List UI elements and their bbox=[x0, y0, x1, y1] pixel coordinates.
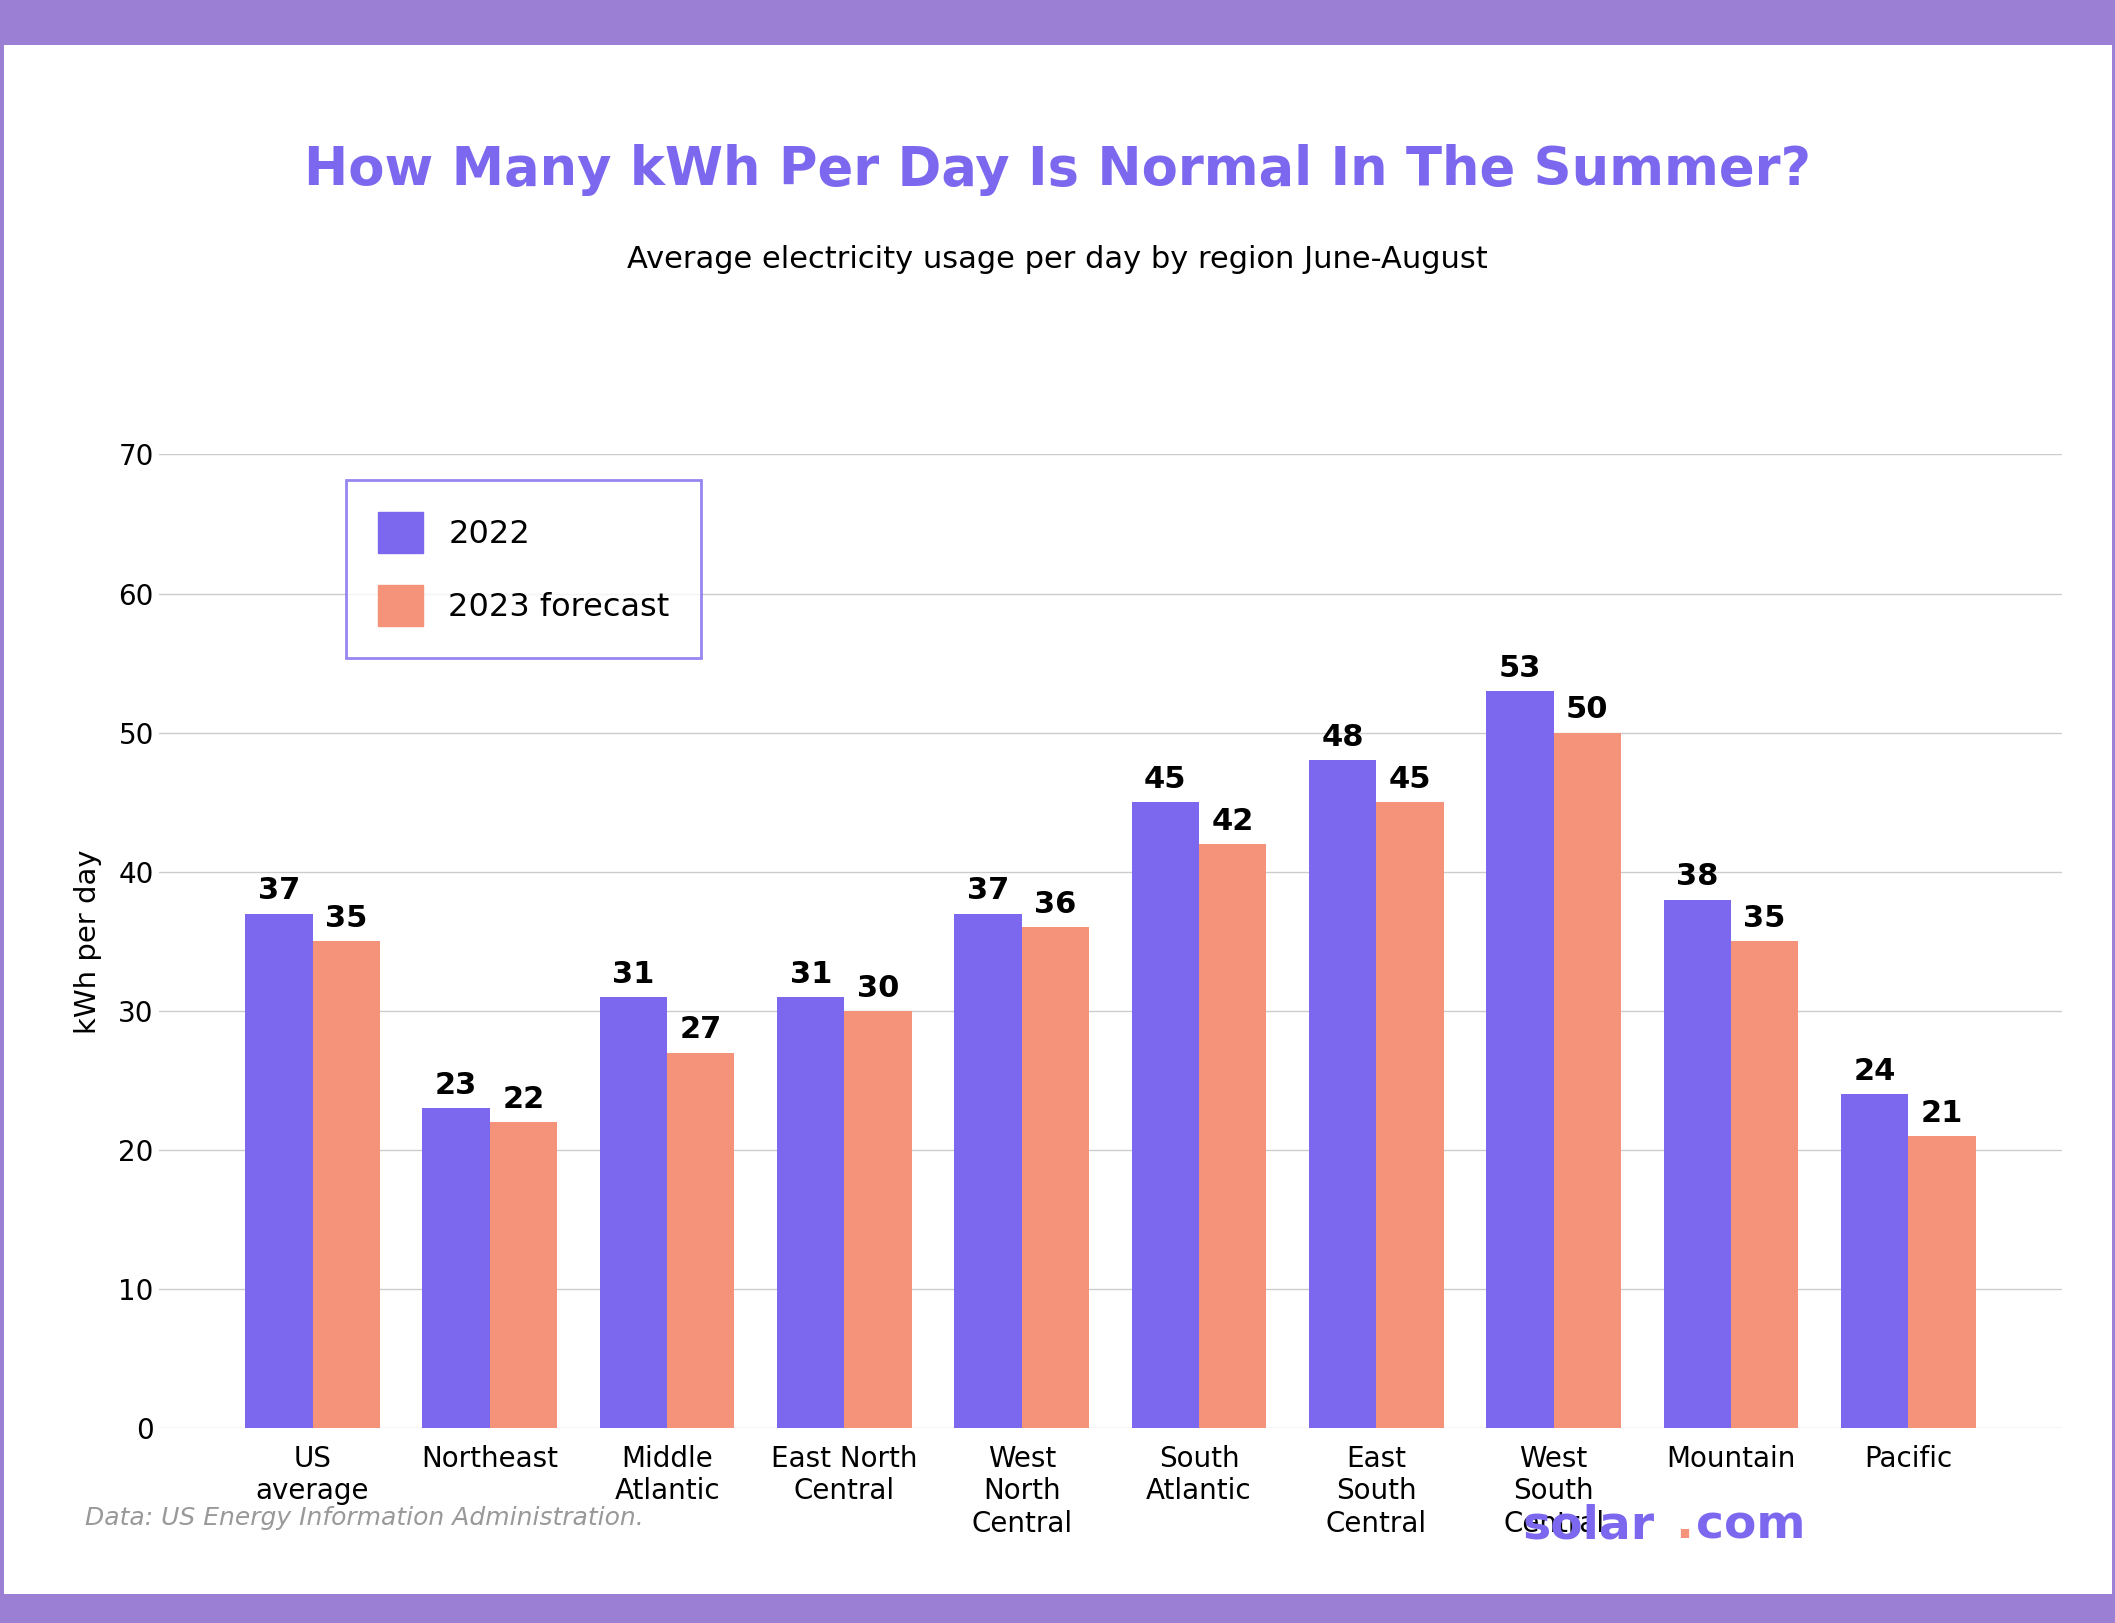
Bar bbox=[1377, 802, 1445, 1428]
Text: 30: 30 bbox=[857, 974, 899, 1003]
Bar bbox=[1022, 927, 1089, 1428]
Bar bbox=[313, 941, 381, 1428]
Text: .: . bbox=[1675, 1503, 1694, 1548]
Text: 21: 21 bbox=[1920, 1099, 1963, 1128]
Bar bbox=[1555, 732, 1620, 1428]
Bar bbox=[423, 1109, 491, 1428]
Bar bbox=[1840, 1094, 1908, 1428]
Text: 45: 45 bbox=[1144, 764, 1187, 794]
Text: 31: 31 bbox=[789, 959, 831, 988]
Bar bbox=[1665, 899, 1730, 1428]
Text: 22: 22 bbox=[503, 1084, 546, 1113]
Bar bbox=[954, 914, 1022, 1428]
Text: 23: 23 bbox=[436, 1071, 478, 1100]
Text: 27: 27 bbox=[679, 1016, 721, 1044]
Text: How Many kWh Per Day Is Normal In The Summer?: How Many kWh Per Day Is Normal In The Su… bbox=[305, 144, 1810, 196]
Bar bbox=[601, 997, 666, 1428]
Text: 31: 31 bbox=[611, 959, 656, 988]
Text: solar: solar bbox=[1523, 1503, 1654, 1548]
Text: 35: 35 bbox=[326, 904, 368, 933]
Bar bbox=[491, 1121, 556, 1428]
Bar bbox=[1487, 691, 1555, 1428]
Bar bbox=[844, 1011, 912, 1428]
Text: Average electricity usage per day by region June-August: Average electricity usage per day by reg… bbox=[628, 245, 1487, 274]
Text: 38: 38 bbox=[1675, 862, 1717, 891]
Text: 50: 50 bbox=[1565, 695, 1610, 724]
Bar bbox=[666, 1053, 734, 1428]
Text: 37: 37 bbox=[967, 876, 1009, 906]
Text: 42: 42 bbox=[1212, 807, 1254, 836]
Text: 24: 24 bbox=[1853, 1057, 1895, 1086]
Text: 45: 45 bbox=[1390, 764, 1432, 794]
Text: 37: 37 bbox=[258, 876, 300, 906]
Bar bbox=[1199, 844, 1267, 1428]
Bar bbox=[776, 997, 844, 1428]
Text: 48: 48 bbox=[1322, 724, 1364, 751]
Legend: 2022, 2023 forecast: 2022, 2023 forecast bbox=[347, 480, 702, 657]
Text: 36: 36 bbox=[1034, 889, 1077, 919]
Text: 35: 35 bbox=[1743, 904, 1785, 933]
Bar bbox=[1309, 761, 1377, 1428]
Text: 53: 53 bbox=[1500, 654, 1542, 683]
Bar bbox=[1730, 941, 1798, 1428]
Y-axis label: kWh per day: kWh per day bbox=[74, 849, 102, 1034]
Bar bbox=[1132, 802, 1199, 1428]
Text: Data: US Energy Information Administration.: Data: US Energy Information Administrati… bbox=[85, 1506, 643, 1529]
Text: com: com bbox=[1696, 1503, 1806, 1548]
Bar bbox=[245, 914, 313, 1428]
Bar bbox=[1908, 1136, 1975, 1428]
